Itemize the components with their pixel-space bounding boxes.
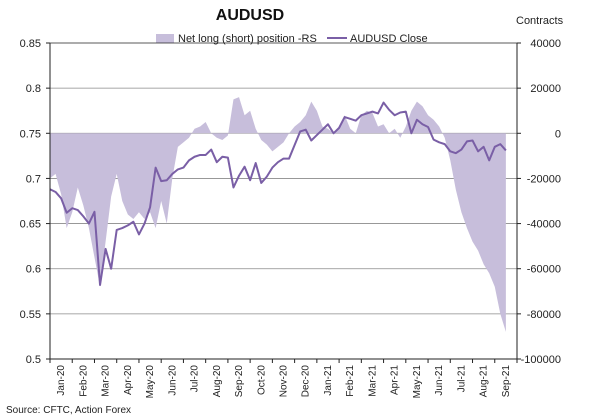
x-tick-label: Aug-20 — [212, 365, 223, 398]
x-tick-label: Oct-20 — [256, 365, 267, 395]
left-tick-label: 0.7 — [26, 173, 41, 185]
x-tick-label: Dec-20 — [301, 365, 312, 398]
x-tick-label: Jun-20 — [167, 365, 178, 396]
right-tick-label: -100000 — [521, 354, 561, 366]
x-tick-label: Mar-21 — [367, 365, 378, 397]
audusd-close-line — [49, 101, 507, 286]
gridlines — [50, 87, 517, 315]
left-tick-label: 0.65 — [20, 219, 41, 231]
legend-line-label: AUDUSD Close — [350, 33, 428, 45]
axes — [49, 42, 518, 360]
right-tick-label: -20000 — [527, 173, 561, 185]
legend: Net long (short) position -RS AUDUSD Clo… — [156, 33, 428, 45]
audusd-close-line-layer — [49, 101, 507, 286]
right-tick-label: 0 — [555, 128, 561, 140]
left-tick-label: 0.5 — [26, 354, 41, 366]
right-tick-label: 40000 — [530, 38, 561, 50]
x-tick-label: Mar-20 — [101, 365, 112, 397]
x-tick-label: Apr-21 — [390, 365, 401, 395]
legend-area-swatch — [156, 34, 174, 43]
x-tick-label: Nov-20 — [279, 365, 290, 398]
right-tick-label: 20000 — [530, 83, 561, 95]
x-tick-label: Jan-21 — [323, 365, 334, 396]
x-tick-label: Jun-21 — [434, 365, 445, 396]
chart-title: AUDUSD — [216, 7, 284, 24]
x-tick-label: Feb-21 — [345, 365, 356, 397]
legend-area-label: Net long (short) position -RS — [178, 33, 317, 45]
x-tick-label: Feb-20 — [78, 365, 89, 397]
left-tick-label: 0.8 — [26, 83, 41, 95]
right-tick-label: -60000 — [527, 264, 561, 276]
left-tick-label: 0.55 — [20, 309, 41, 321]
x-tick-label: May-21 — [412, 365, 423, 399]
left-axis-ticks: 0.85 0.8 0.75 0.7 0.65 0.6 0.55 0.5 — [20, 38, 50, 366]
x-tick-label: Aug-21 — [479, 365, 490, 398]
right-tick-label: -80000 — [527, 309, 561, 321]
x-tick-label: Jul-20 — [190, 365, 201, 393]
left-tick-label: 0.75 — [20, 128, 41, 140]
x-tick-label: Jul-21 — [456, 365, 467, 393]
left-tick-label: 0.85 — [20, 38, 41, 50]
right-axis-label: Contracts — [516, 15, 564, 27]
net-position-area — [50, 97, 506, 332]
net-position-area-layer — [50, 97, 506, 332]
x-tick-label: May-20 — [145, 365, 156, 399]
x-tick-label: Apr-20 — [123, 365, 134, 395]
x-axis-ticks: Jan-20 Feb-20 Mar-20 Apr-20 May-20 Jun-20 Jul-… — [49, 359, 518, 399]
left-tick-label: 0.6 — [26, 264, 41, 276]
right-axis-ticks: 40000 20000 0 -20000 -40000 -60000 -80000 -1000… — [517, 38, 561, 366]
x-tick-label: Sep-20 — [234, 365, 245, 398]
x-tick-label: Sep-21 — [501, 365, 512, 398]
source-note: Source: CFTC, Action Forex — [6, 405, 131, 416]
right-tick-label: -40000 — [527, 219, 561, 231]
x-tick-label: Jan-20 — [56, 365, 67, 396]
